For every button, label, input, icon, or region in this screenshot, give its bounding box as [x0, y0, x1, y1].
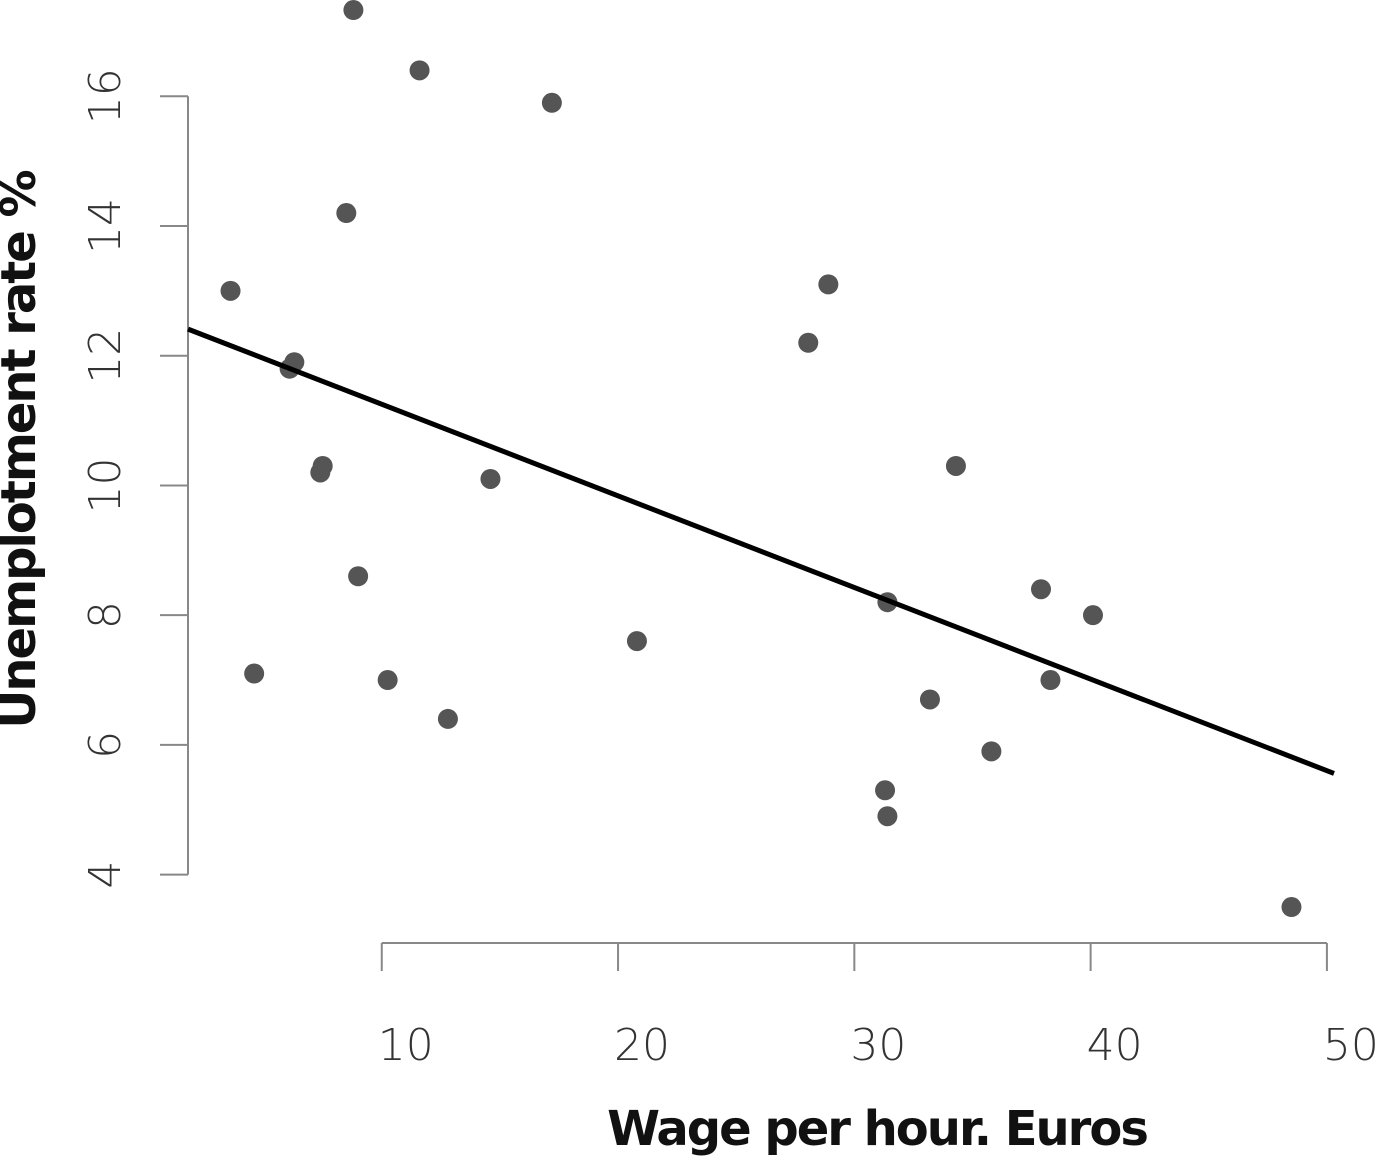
scatter-point	[310, 462, 331, 483]
scatter-point	[1082, 605, 1103, 626]
scatter-point	[875, 780, 896, 801]
scatter-point	[220, 280, 241, 301]
scatter-point	[798, 332, 819, 353]
x-axis-title: Wage per hour. Euros	[607, 1101, 1147, 1157]
x-tick-label: 10	[378, 1020, 434, 1071]
scatter-point	[409, 60, 430, 81]
scatter-point	[626, 631, 647, 652]
scatter-point	[1040, 670, 1061, 691]
y-tick-label: 4	[80, 861, 131, 889]
scatter-point	[541, 92, 562, 113]
y-tick-label: 16	[80, 68, 131, 124]
scatter-point	[1031, 579, 1052, 600]
scatter-point	[981, 741, 1002, 762]
y-tick-label: 8	[80, 601, 131, 629]
y-axis-title: Unemplotment rate %	[0, 170, 47, 728]
fit-line	[187, 326, 1335, 776]
scatter-point	[348, 566, 369, 587]
x-tick-label: 50	[1323, 1020, 1377, 1071]
y-tick-label: 14	[80, 198, 131, 254]
x-tick-label: 20	[614, 1020, 670, 1071]
scatter-point	[1281, 897, 1302, 918]
x-tick-label: 40	[1087, 1020, 1143, 1071]
y-tick-label: 10	[80, 457, 131, 513]
y-tick-label: 12	[80, 328, 131, 384]
scatter-point	[377, 670, 398, 691]
y-tick-label: 6	[80, 731, 131, 759]
scatter-point	[877, 806, 898, 827]
scatter-point	[818, 274, 839, 295]
scatter-point	[480, 468, 501, 489]
scatter-point	[336, 203, 357, 224]
scatter-point	[244, 663, 265, 684]
scatter-point	[945, 455, 966, 476]
scatter-point	[919, 689, 940, 710]
x-tick-label: 30	[850, 1020, 906, 1071]
scatter-point	[343, 0, 364, 21]
scatter-point	[437, 708, 458, 729]
